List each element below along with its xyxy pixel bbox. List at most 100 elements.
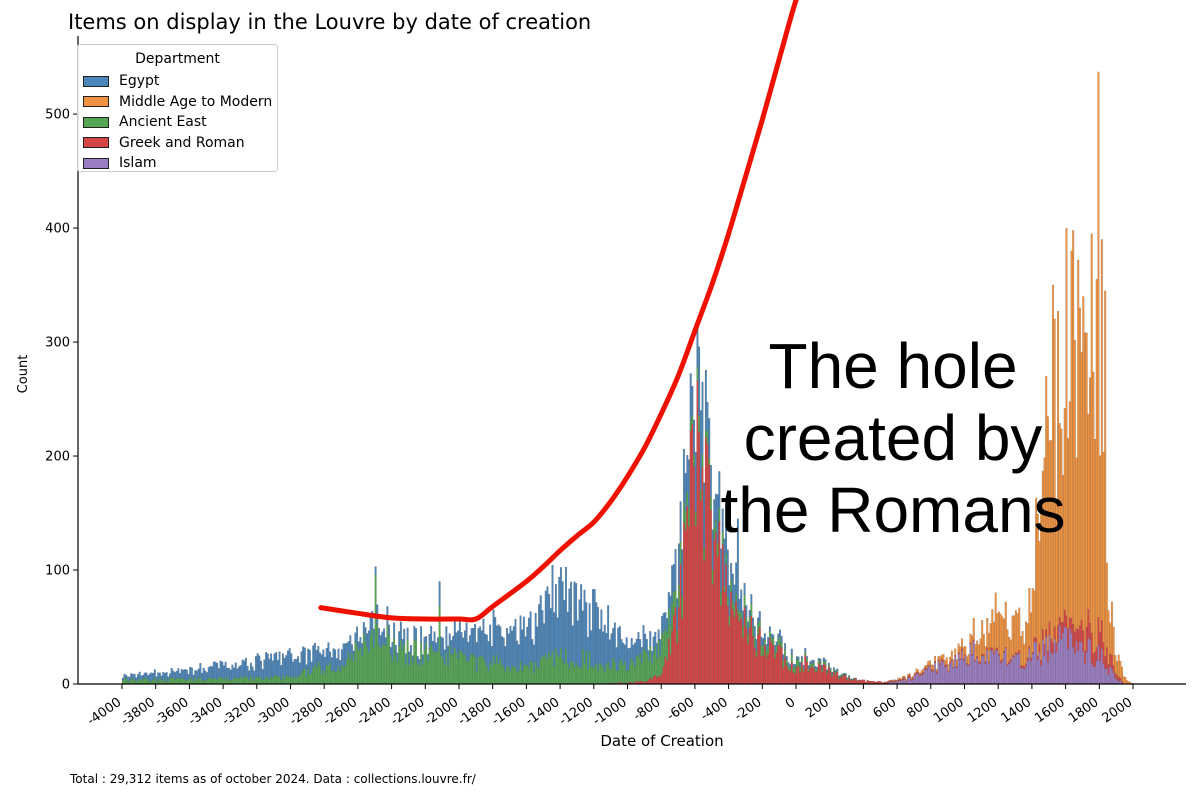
bar-egypt: [271, 660, 274, 679]
bar-greek-and-roman: [981, 654, 984, 657]
bar-egypt: [465, 622, 468, 661]
bar-ancient-east: [836, 670, 839, 672]
legend-item-greek-and-roman: Greek and Roman: [78, 133, 277, 154]
y-tick-label: 200: [45, 450, 70, 465]
bar-egypt: [831, 672, 834, 674]
bar-ancient-east: [817, 659, 820, 664]
bar-egypt: [482, 618, 485, 658]
bar-greek-and-roman: [811, 666, 813, 685]
bar-egypt: [536, 626, 539, 667]
bar-middle-age-to-modern: [922, 668, 925, 673]
bar-islam: [959, 659, 962, 685]
bar-egypt: [747, 621, 749, 635]
bar-ancient-east: [209, 678, 212, 685]
bar-greek-and-roman: [848, 677, 851, 685]
bar-islam: [974, 661, 977, 685]
bar-greek-and-roman: [1094, 651, 1097, 667]
bar-middle-age-to-modern: [993, 622, 995, 653]
bar-islam: [927, 667, 930, 685]
bar-egypt: [371, 610, 374, 630]
bar-egypt: [674, 549, 677, 591]
bar-greek-and-roman: [1058, 617, 1061, 626]
bar-egypt: [534, 613, 537, 663]
bar-ancient-east: [804, 652, 807, 656]
bar-egypt: [600, 609, 603, 665]
bar-egypt: [455, 632, 458, 654]
bar-egypt: [133, 673, 136, 681]
bar-islam: [1082, 651, 1085, 685]
bar-ancient-east: [635, 655, 638, 682]
bar-greek-and-roman: [672, 614, 675, 685]
bar-ancient-east: [470, 653, 473, 685]
bar-ancient-east: [743, 594, 746, 608]
bar-egypt: [302, 646, 305, 670]
bar-ancient-east: [728, 615, 731, 626]
bar-greek-and-roman: [917, 671, 920, 674]
bar-ancient-east: [834, 672, 837, 675]
bar-egypt: [661, 615, 664, 635]
bar-ancient-east: [504, 671, 507, 685]
bar-ancient-east: [696, 367, 699, 381]
chart-title: Items on display in the Louvre by date o…: [68, 10, 592, 34]
x-tick-label: -200: [732, 695, 765, 724]
bar-islam: [925, 669, 928, 685]
bar-ancient-east: [214, 678, 217, 685]
bar-egypt: [281, 653, 284, 676]
bar-middle-age-to-modern: [891, 679, 894, 682]
bar-egypt: [622, 642, 625, 665]
bar-ancient-east: [359, 647, 362, 685]
bar-ancient-east: [372, 647, 375, 685]
bar-egypt: [618, 626, 621, 662]
bar-middle-age-to-modern: [998, 611, 1001, 655]
bar-ancient-east: [415, 638, 418, 685]
bar-egypt: [388, 624, 391, 637]
bar-islam: [961, 650, 963, 685]
bar-greek-and-roman: [987, 661, 990, 664]
bar-islam: [1078, 641, 1081, 685]
bar-ancient-east: [747, 633, 749, 644]
bar-middle-age-to-modern: [994, 592, 997, 649]
bar-egypt: [344, 643, 347, 667]
bar-egypt: [561, 581, 564, 660]
bar-greek-and-roman: [824, 665, 827, 685]
legend-swatch-greek-and-roman: [83, 137, 109, 149]
bar-egypt: [201, 672, 204, 681]
bar-greek-and-roman: [1021, 665, 1024, 668]
bar-ancient-east: [494, 663, 497, 685]
bar-greek-and-roman: [652, 676, 655, 685]
bar-islam: [996, 650, 999, 685]
bar-egypt: [303, 647, 306, 669]
bar-ancient-east: [613, 662, 616, 684]
bar-egypt: [283, 657, 286, 680]
bar-ancient-east: [453, 647, 456, 685]
bar-egypt: [784, 643, 787, 650]
bar-ancient-east: [484, 661, 487, 685]
bar-ancient-east: [805, 658, 808, 662]
bar-greek-and-roman: [996, 647, 999, 651]
bar-ancient-east: [177, 677, 180, 685]
bar-greek-and-roman: [657, 675, 660, 685]
bar-islam: [918, 676, 921, 685]
bar-ancient-east: [426, 661, 429, 685]
bar-egypt: [677, 543, 680, 585]
bar-egypt: [366, 633, 369, 648]
bar-middle-age-to-modern: [982, 634, 985, 655]
bar-middle-age-to-modern: [1080, 351, 1083, 621]
bar-greek-and-roman: [989, 647, 992, 651]
bar-egypt: [194, 670, 197, 678]
bar-ancient-east: [647, 660, 650, 681]
bar-greek-and-roman: [1001, 658, 1004, 661]
bar-egypt: [758, 611, 761, 621]
bar-ancient-east: [190, 678, 193, 685]
x-tick-label: -2400: [354, 695, 394, 729]
bar-ancient-east: [287, 675, 289, 685]
bar-middle-age-to-modern: [917, 669, 920, 673]
bar-middle-age-to-modern: [1100, 239, 1103, 621]
bar-egypt: [196, 670, 198, 681]
bar-greek-and-roman: [782, 667, 785, 685]
bar-egypt: [248, 670, 251, 681]
bar-ancient-east: [445, 652, 448, 685]
bar-ancient-east: [839, 675, 842, 678]
bar-greek-and-roman: [932, 670, 935, 672]
bar-ancient-east: [554, 648, 557, 685]
